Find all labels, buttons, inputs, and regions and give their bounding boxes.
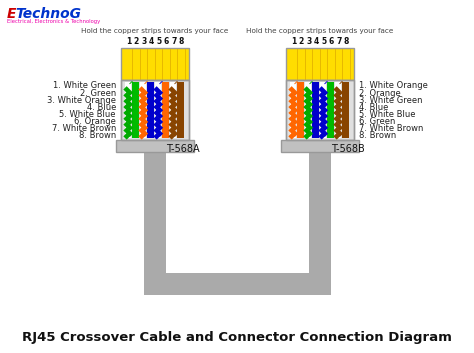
- Text: 3. White Green: 3. White Green: [359, 96, 422, 105]
- Text: 2: 2: [134, 37, 139, 46]
- Bar: [320, 82, 327, 138]
- Bar: [140, 82, 146, 138]
- Text: 5. White Blue: 5. White Blue: [60, 110, 116, 119]
- Bar: [328, 82, 334, 138]
- Text: 7: 7: [171, 37, 176, 46]
- Text: RJ45 Crossover Cable and Connector Connection Diagram: RJ45 Crossover Cable and Connector Conne…: [22, 331, 452, 345]
- Bar: [163, 82, 169, 138]
- Bar: [116, 140, 194, 152]
- Text: 7. White Brown: 7. White Brown: [359, 124, 423, 133]
- Text: Hold the copper strips towards your face: Hold the copper strips towards your face: [82, 28, 228, 34]
- Text: 8: 8: [344, 37, 349, 46]
- Text: 6: 6: [164, 37, 169, 46]
- Text: 2. Orange: 2. Orange: [359, 89, 401, 98]
- Text: 4. Blue: 4. Blue: [359, 103, 388, 112]
- Bar: [286, 48, 354, 80]
- Bar: [133, 82, 139, 138]
- Bar: [290, 82, 297, 138]
- Bar: [305, 82, 311, 138]
- Text: 4. Blue: 4. Blue: [87, 103, 116, 112]
- Text: 5. White Blue: 5. White Blue: [359, 110, 416, 119]
- Text: 3: 3: [306, 37, 311, 46]
- Text: Hold the copper strips towards your face: Hold the copper strips towards your face: [246, 28, 394, 34]
- Bar: [125, 82, 131, 138]
- Bar: [147, 82, 154, 138]
- Text: 8: 8: [179, 37, 184, 46]
- Text: 1. White Green: 1. White Green: [53, 82, 116, 90]
- Text: TechnoG: TechnoG: [15, 7, 81, 21]
- Text: 8. Brown: 8. Brown: [359, 132, 396, 140]
- Bar: [155, 82, 162, 138]
- Text: 2. Green: 2. Green: [80, 89, 116, 98]
- Text: 4: 4: [149, 37, 154, 46]
- Text: Electrical, Electronics & Technology: Electrical, Electronics & Technology: [7, 19, 100, 24]
- Text: 7: 7: [336, 37, 341, 46]
- Bar: [286, 80, 354, 140]
- Bar: [177, 82, 184, 138]
- Text: 5: 5: [156, 37, 161, 46]
- Text: 1: 1: [291, 37, 296, 46]
- Bar: [121, 80, 189, 140]
- Bar: [170, 82, 176, 138]
- Bar: [144, 152, 166, 295]
- Text: E: E: [7, 7, 17, 21]
- Text: 5: 5: [321, 37, 326, 46]
- Text: 6: 6: [328, 37, 334, 46]
- Bar: [144, 273, 331, 295]
- Bar: [343, 82, 349, 138]
- Text: 6. Green: 6. Green: [359, 117, 395, 126]
- Text: 8. Brown: 8. Brown: [79, 132, 116, 140]
- Bar: [312, 82, 319, 138]
- Bar: [335, 82, 341, 138]
- Text: 1. White Orange: 1. White Orange: [359, 82, 428, 90]
- Text: 1: 1: [126, 37, 131, 46]
- Bar: [121, 48, 189, 80]
- Text: 6. Orange: 6. Orange: [74, 117, 116, 126]
- Bar: [121, 80, 189, 140]
- Text: 7. White Brown: 7. White Brown: [52, 124, 116, 133]
- Text: 4: 4: [314, 37, 319, 46]
- Text: T-568B: T-568B: [331, 144, 365, 154]
- Bar: [286, 80, 354, 140]
- Text: T-568A: T-568A: [166, 144, 200, 154]
- Text: 3. White Orange: 3. White Orange: [47, 96, 116, 105]
- Text: 3: 3: [141, 37, 146, 46]
- Text: 2: 2: [299, 37, 304, 46]
- Bar: [298, 82, 304, 138]
- Bar: [281, 140, 359, 152]
- Bar: [309, 152, 331, 295]
